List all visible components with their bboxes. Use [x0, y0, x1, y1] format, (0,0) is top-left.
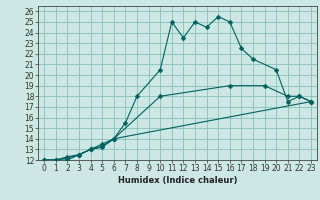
- X-axis label: Humidex (Indice chaleur): Humidex (Indice chaleur): [118, 176, 237, 185]
